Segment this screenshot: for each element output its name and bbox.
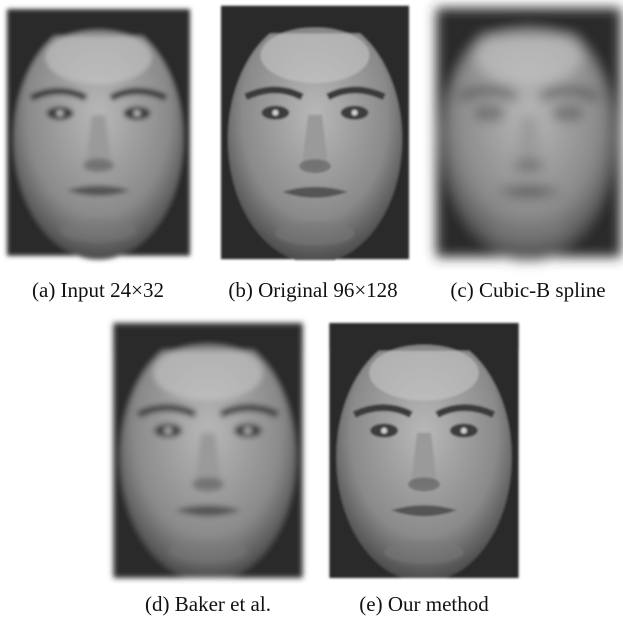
caption: (d) Baker et al. xyxy=(145,592,271,616)
caption: (e) Our method xyxy=(359,592,489,616)
panel-e-image xyxy=(329,323,518,582)
panel-a-image xyxy=(7,9,190,259)
caption: (b) Original 96×128 xyxy=(228,278,397,302)
caption: (c) Cubic-B spline xyxy=(450,278,605,302)
caption: (a) Input 24×32 xyxy=(32,278,164,302)
panel-d-image xyxy=(113,323,302,582)
panel-b-image xyxy=(221,6,409,263)
panel-c-image xyxy=(436,8,621,261)
